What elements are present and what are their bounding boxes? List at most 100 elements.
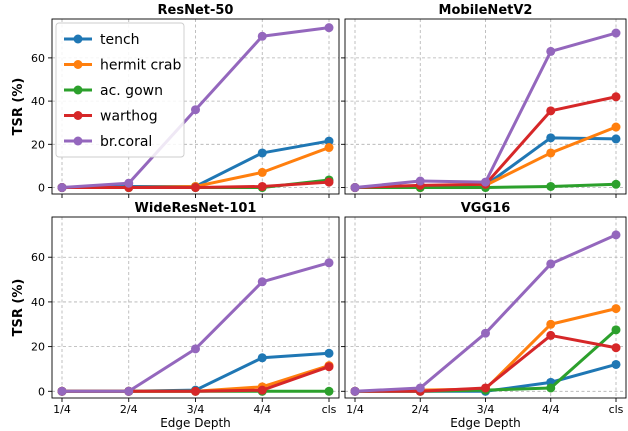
legend-item-br-coral: br.coral xyxy=(64,134,152,150)
data-point xyxy=(611,134,621,144)
panel-title: MobileNetV2 xyxy=(439,3,533,18)
legend-item-hermit-crab: hermit crab xyxy=(64,58,181,74)
panel-title: WideResNet-101 xyxy=(135,201,257,216)
data-point xyxy=(257,385,267,395)
data-point xyxy=(257,277,267,287)
data-point xyxy=(546,181,556,191)
data-point xyxy=(481,383,490,393)
data-point xyxy=(124,386,134,396)
data-point xyxy=(546,383,556,393)
series-br-coral xyxy=(57,258,334,396)
data-point xyxy=(546,319,556,329)
data-point xyxy=(415,383,425,393)
data-point xyxy=(415,176,425,186)
legend-swatch-marker xyxy=(73,85,83,95)
legend-label: br.coral xyxy=(100,134,152,150)
data-point xyxy=(611,28,621,38)
x-tick-label: 2/4 xyxy=(411,403,429,416)
data-point xyxy=(191,386,200,396)
data-point xyxy=(611,343,621,353)
chart-panel-wideresnet-101: WideResNet-101 0 20 40 60 1/4 2/4 3/4 4/4 cls Edge… xyxy=(11,201,340,430)
x-tick-label: 1/4 xyxy=(53,403,71,416)
chart-panel-resnet-50: ResNet-50 0 20 40 60 TSR (%) tench hermit crab a… xyxy=(11,3,340,198)
data-point xyxy=(324,348,334,358)
data-point xyxy=(124,178,134,188)
y-tick-label: 60 xyxy=(31,251,45,264)
data-point xyxy=(546,46,556,56)
y-tick-label: 20 xyxy=(31,138,45,151)
y-tick-label: 0 xyxy=(38,182,45,195)
legend-swatch-marker xyxy=(73,136,83,146)
data-point xyxy=(546,106,556,116)
legend-swatch-marker xyxy=(73,60,83,69)
data-point xyxy=(191,105,200,115)
legend-label: ac. gown xyxy=(100,83,163,99)
legend-item-warthog: warthog xyxy=(64,109,158,125)
data-point xyxy=(611,230,621,240)
data-point xyxy=(546,259,556,269)
data-point xyxy=(324,136,334,146)
legend-swatch-marker xyxy=(73,34,83,44)
data-point xyxy=(324,258,334,268)
y-tick-label: 20 xyxy=(31,341,45,354)
data-point xyxy=(57,183,67,193)
data-point xyxy=(481,177,490,187)
data-point xyxy=(611,122,621,132)
y-tick-label: 60 xyxy=(31,52,45,65)
data-point xyxy=(324,143,334,153)
data-point xyxy=(324,23,334,33)
legend-label: tench xyxy=(100,32,140,48)
y-tick-label: 40 xyxy=(31,95,45,108)
data-point xyxy=(546,148,556,158)
legend-item-tench: tench xyxy=(64,32,140,48)
data-point xyxy=(611,325,621,335)
x-tick-label: 3/4 xyxy=(187,403,205,416)
data-point xyxy=(257,353,267,363)
chart-panel-vgg16: VGG16 1/4 2/4 3/4 4/4 cls Edge Depth xyxy=(341,201,627,430)
legend-box xyxy=(55,22,185,158)
series-br-coral xyxy=(57,23,334,193)
data-point xyxy=(350,386,360,396)
x-axis-label: Edge Depth xyxy=(450,416,521,430)
x-tick-label: cls xyxy=(322,403,337,416)
legend-item-ac-gown: ac. gown xyxy=(64,83,163,99)
series-br-coral xyxy=(350,230,621,396)
legend-swatch-marker xyxy=(73,111,83,120)
legend: tench hermit crab ac. gown warthog br.coral xyxy=(55,22,185,158)
data-point xyxy=(191,344,200,354)
y-axis-label: TSR (%) xyxy=(11,78,26,136)
x-tick-label: cls xyxy=(609,403,624,416)
data-point xyxy=(324,386,334,396)
data-point xyxy=(191,183,200,193)
data-point xyxy=(257,181,267,191)
panel-title: VGG16 xyxy=(461,201,511,216)
data-point xyxy=(611,179,621,189)
series-br-coral xyxy=(350,28,621,193)
data-point xyxy=(481,328,490,338)
data-point xyxy=(324,177,334,187)
legend-label: hermit crab xyxy=(100,58,181,74)
data-point xyxy=(257,167,267,177)
x-tick-label: 4/4 xyxy=(542,403,560,416)
panel-title: ResNet-50 xyxy=(158,3,234,18)
y-axis-label: TSR (%) xyxy=(11,279,26,337)
x-tick-label: 4/4 xyxy=(253,403,271,416)
data-point xyxy=(546,330,556,340)
x-tick-label: 2/4 xyxy=(120,403,138,416)
data-point xyxy=(257,148,267,158)
data-point xyxy=(611,304,621,314)
data-point xyxy=(324,362,334,372)
x-tick-label: 1/4 xyxy=(346,403,364,416)
data-point xyxy=(57,386,67,396)
data-point xyxy=(611,92,621,102)
data-point xyxy=(350,183,360,193)
data-point xyxy=(257,31,267,41)
y-tick-label: 0 xyxy=(38,385,45,398)
x-tick-label: 3/4 xyxy=(477,403,495,416)
legend-label: warthog xyxy=(100,109,158,125)
data-point xyxy=(611,359,621,369)
chart-panel-mobilenetv2: MobileNetV2 xyxy=(341,3,627,198)
x-axis-label: Edge Depth xyxy=(160,416,231,430)
data-point xyxy=(546,133,556,143)
